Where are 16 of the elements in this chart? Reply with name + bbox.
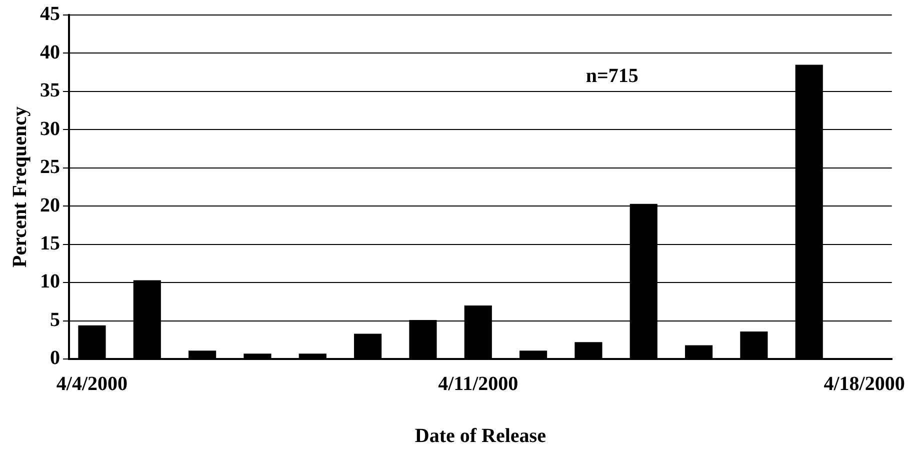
y-tick-label: 15: [40, 232, 60, 255]
y-tick-label: 20: [40, 194, 60, 216]
y-tick-label: 10: [40, 270, 60, 293]
annotation: n=715: [586, 65, 638, 88]
y-tick-label: 25: [40, 156, 60, 178]
y-tick-label: 40: [40, 41, 60, 64]
x-tick-label: 4/18/2000: [824, 373, 905, 396]
x-tick-label: 4/4/2000: [56, 373, 128, 396]
x-tick-label: 4/11/2000: [438, 373, 518, 396]
y-tick-label: 5: [50, 308, 60, 331]
y-tick-label: 35: [40, 80, 60, 102]
y-tick-label: 30: [40, 118, 60, 140]
y-tick-label: 45: [40, 3, 60, 26]
x-axis-title: Date of Release: [414, 425, 546, 448]
y-tick-label: 0: [50, 347, 60, 370]
y-axis-title: Percent Frequency: [9, 106, 32, 268]
